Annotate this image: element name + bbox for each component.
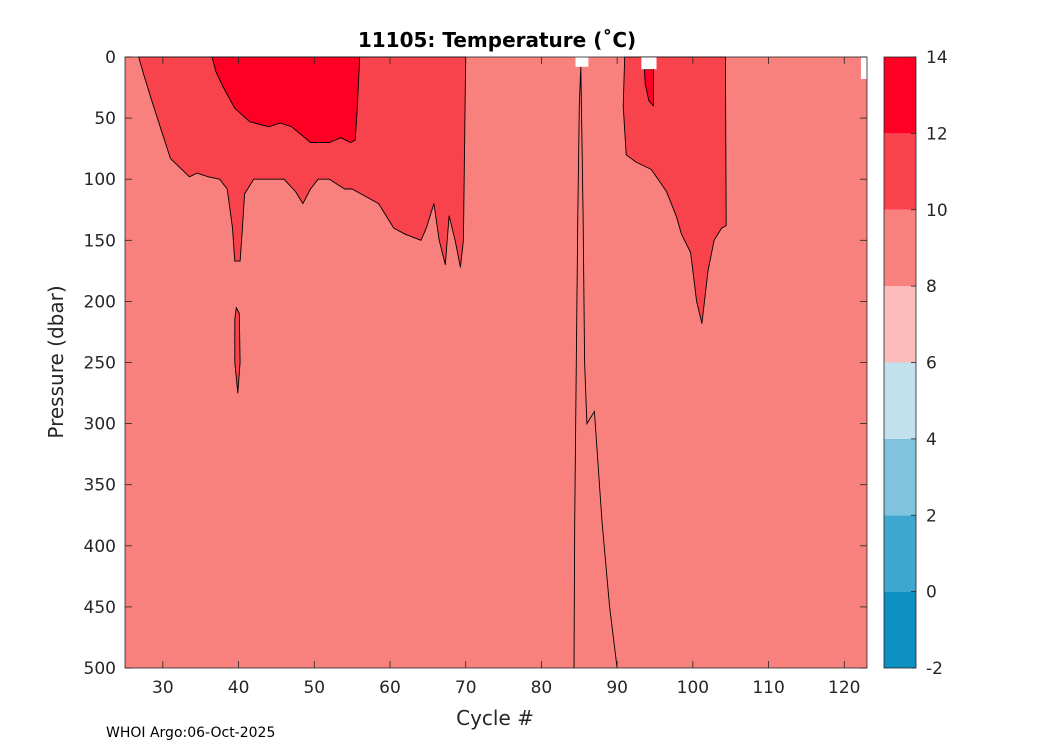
colorbar-segment [884,362,916,439]
x-tick-label: 30 [152,678,174,698]
y-tick-label: 300 [84,415,116,435]
x-tick-label: 50 [303,678,325,698]
x-tick-label: 110 [752,678,784,698]
y-axis-label: Pressure (dbar) [44,285,68,438]
warm-band-10-12-right [622,56,727,324]
x-tick-label: 100 [677,678,709,698]
warm-band-10-12-left [138,56,467,268]
colorbar: -2 0 2 4 6 8 10 12 14 [883,48,948,679]
y-tick-label: 100 [84,170,116,190]
y-tick-label: 200 [84,292,116,312]
y-tick-label: 400 [84,537,116,557]
missing-data-0 [575,57,589,67]
missing-data-2 [860,57,867,79]
y-tick-label: 0 [105,48,116,68]
axes: 30 40 50 60 70 80 90 100 110 120 0 50 100 150 200 250 30… [84,48,868,698]
warm-band-10-12-patch [234,307,241,394]
x-tick-label: 80 [531,678,553,698]
y-tick-label: 50 [94,109,116,129]
colorbar-segment [884,438,916,516]
x-tick-label: 120 [828,678,860,698]
y-tick-label: 250 [84,354,116,374]
warm-band-12-14-left [211,56,361,143]
colorbar-segment [884,515,916,592]
y-tick-label: 500 [84,659,116,679]
colorbar-tick-label: 14 [926,48,948,68]
colorbar-tick-label: 8 [926,277,937,297]
colorbar-tick-label: 12 [926,124,948,144]
colorbar-tick-label: 10 [926,201,948,221]
colorbar-tick-label: 0 [926,583,937,603]
colorbar-segment [884,591,916,668]
colorbar-segment [884,286,916,363]
y-tick-label: 350 [84,476,116,496]
x-tick-label: 90 [606,678,628,698]
colorbar-tick-label: 6 [926,354,937,374]
y-tick-label: 150 [84,231,116,251]
contour-line-10 [573,66,618,669]
colorbar-segment [884,57,916,134]
x-axis-label: Cycle # [456,706,534,730]
x-tick-label: 60 [379,678,401,698]
colorbar-tick-label: 2 [926,506,937,526]
colorbar-segment [884,209,916,287]
chart-title: 11105: Temperature (˚C) [358,28,636,52]
colorbar-tick-label: 4 [926,430,937,450]
plot-area [125,56,867,669]
credit-text: WHOI Argo:06-Oct-2025 [106,725,276,741]
y-tick-label: 450 [84,598,116,618]
x-tick-label: 70 [455,678,477,698]
colorbar-tick-label: -2 [926,659,943,679]
x-tick-label: 40 [228,678,250,698]
missing-data-1 [641,57,657,70]
colorbar-segment [884,133,916,210]
